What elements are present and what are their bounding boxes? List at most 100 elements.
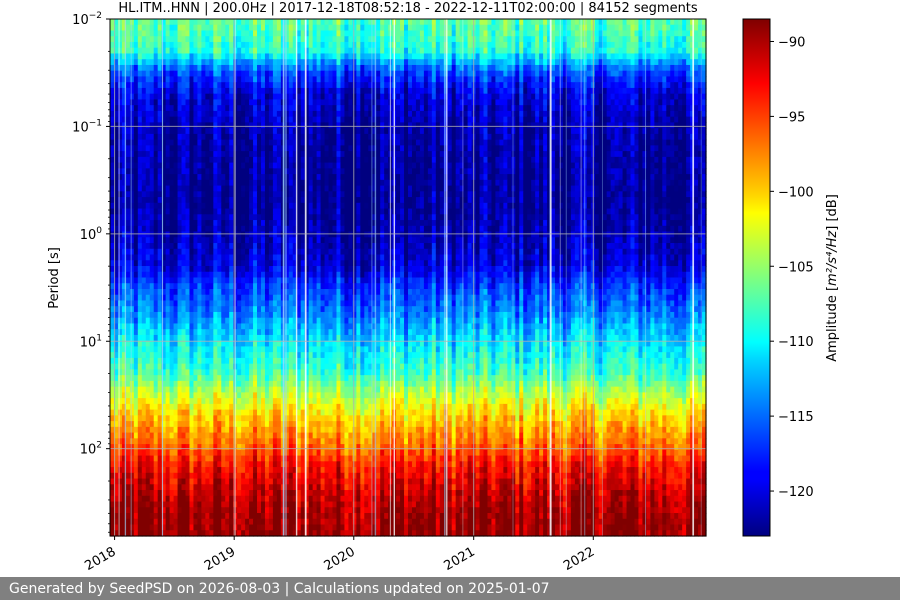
heatmap-cell [678,53,683,59]
heatmap-cell [619,94,624,100]
heatmap-cell [670,53,675,59]
heatmap-cell [197,140,202,146]
heatmap-cell [662,105,667,111]
heatmap-cell [551,53,556,59]
heatmap-cell [249,65,254,71]
heatmap-cell [301,128,306,134]
heatmap-cell [174,19,179,25]
heatmap-cell [603,151,608,157]
heatmap-cell [503,203,508,209]
heatmap-cell [631,111,636,117]
heatmap-cell [170,30,175,36]
heatmap-cell [448,197,453,203]
heatmap-cell [217,65,222,71]
heatmap-cell [511,117,516,123]
heatmap-cell [400,65,405,71]
heatmap-cell [440,191,445,197]
heatmap-cell [483,163,488,169]
heatmap-cell [666,180,671,186]
heatmap-cell [309,174,314,180]
heatmap-cell [166,82,171,88]
heatmap-cell [670,191,675,197]
heatmap-cell [158,94,163,100]
heatmap-cell [559,145,564,151]
heatmap-cell [146,145,151,151]
heatmap-cell [138,30,143,36]
heatmap-cell [476,157,481,163]
heatmap-cell [619,117,624,123]
heatmap-cell [376,117,381,123]
heatmap-cell [587,197,592,203]
heatmap-cell [269,197,274,203]
heatmap-cell [356,59,361,65]
heatmap-cell [555,128,560,134]
heatmap-cell [440,140,445,146]
heatmap-cell [416,48,421,54]
heatmap-cell [658,94,663,100]
heatmap-cell [503,105,508,111]
heatmap-cell [448,140,453,146]
heatmap-cell [658,134,663,140]
heatmap-cell [197,36,202,42]
heatmap-cell [182,197,187,203]
heatmap-cell [511,25,516,31]
heatmap-cell [559,128,564,134]
heatmap-cell [476,134,481,140]
heatmap-cell [527,82,532,88]
heatmap-cell [682,140,687,146]
heatmap-cell [507,180,512,186]
heatmap-cell [321,25,326,31]
heatmap-cell [428,180,433,186]
heatmap-cell [237,140,242,146]
heatmap-cell [571,65,576,71]
heatmap-cell [138,36,143,42]
heatmap-cell [694,59,699,65]
heatmap-cell [221,191,226,197]
heatmap-cell [261,59,266,65]
heatmap-cell [491,191,496,197]
heatmap-cell [376,197,381,203]
heatmap-cell [666,71,671,77]
heatmap-cell [213,180,218,186]
heatmap-cell [567,53,572,59]
heatmap-cell [217,99,222,105]
heatmap-cell [674,128,679,134]
heatmap-cell [325,53,330,59]
heatmap-cell [678,71,683,77]
heatmap-cell [571,203,576,209]
heatmap-cell [519,48,524,54]
heatmap-cell [229,197,234,203]
heatmap-cell [539,76,544,82]
heatmap-cell [182,71,187,77]
heatmap-cell [483,71,488,77]
heatmap-cell [432,36,437,42]
heatmap-cell [531,82,536,88]
heatmap-cell [480,65,485,71]
heatmap-cell [515,94,520,100]
heatmap-cell [209,197,214,203]
heatmap-cell [503,48,508,54]
heatmap-cell [646,65,651,71]
heatmap-cell [495,99,500,105]
heatmap-cell [364,191,369,197]
heatmap-cell [178,53,183,59]
heatmap-cell [507,117,512,123]
heatmap-cell [336,180,341,186]
heatmap-cell [555,48,560,54]
heatmap-cell [253,122,258,128]
heatmap-cell [519,134,524,140]
heatmap-cell [487,140,492,146]
heatmap-cell [333,19,338,25]
heatmap-cell [416,111,421,117]
heatmap-cell [511,99,516,105]
heatmap-cell [384,65,389,71]
heatmap-cell [440,122,445,128]
heatmap-cell [146,122,151,128]
heatmap-cell [154,134,159,140]
heatmap-cell [674,174,679,180]
heatmap-cell [567,128,572,134]
heatmap-cell [432,48,437,54]
heatmap-cell [189,203,194,209]
heatmap-cell [213,203,218,209]
heatmap-cell [571,25,576,31]
